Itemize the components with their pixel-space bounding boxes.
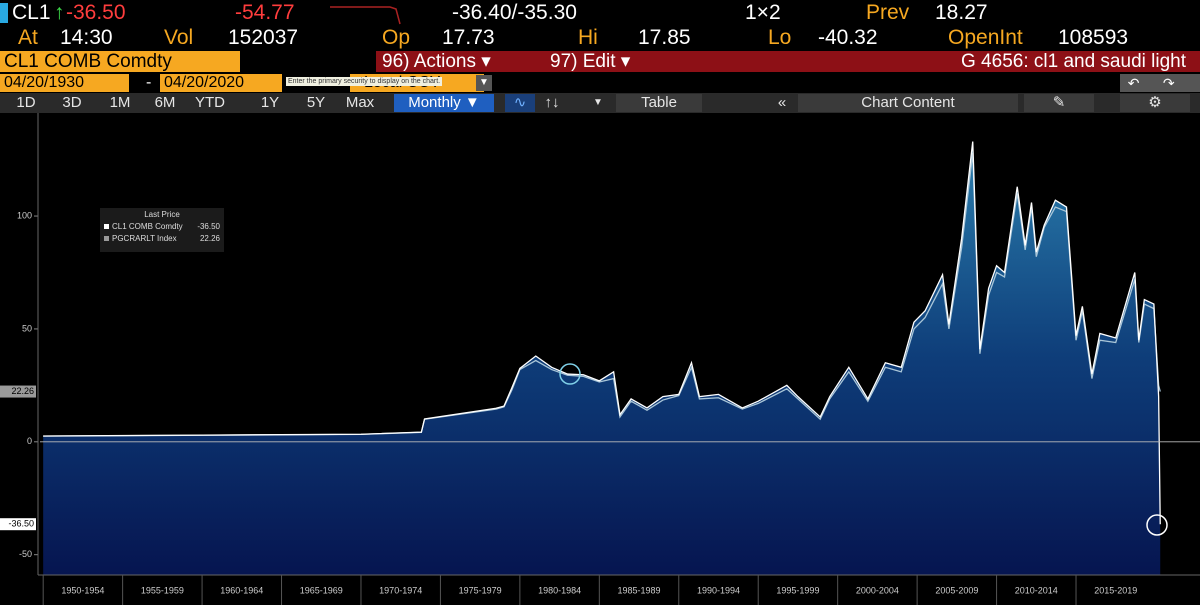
period-button[interactable]: 1D: [16, 94, 36, 111]
edit-icon[interactable]: ✎: [1024, 94, 1094, 112]
prev-value: 18.27: [935, 1, 988, 24]
period-button[interactable]: 5Y: [306, 94, 326, 111]
ticker: CL1: [12, 1, 51, 24]
x-tick-label: 1990-1994: [697, 585, 740, 595]
date-separator: -: [146, 74, 152, 91]
vol: 152037: [228, 26, 299, 49]
x-tick-label: 1960-1964: [220, 585, 263, 595]
y-tick-label: -50: [19, 549, 32, 559]
lo: -40.32: [818, 26, 878, 49]
page-title: G 4656: cl1 and saudi light: [670, 51, 1200, 72]
vol-label: Vol: [164, 26, 194, 49]
period-button[interactable]: 1Y: [260, 94, 280, 111]
last-value-label: -36.50: [8, 519, 34, 529]
candle-icon[interactable]: ↑↓: [544, 94, 560, 111]
lo-label: Lo: [768, 26, 792, 49]
legend-box: [100, 208, 224, 252]
x-tick-label: 1955-1959: [141, 585, 184, 595]
x-tick-label: 1965-1969: [300, 585, 343, 595]
end-date[interactable]: 04/20/2020: [160, 74, 282, 92]
security-field[interactable]: CL1 COMB Comdty: [0, 51, 240, 72]
op: 17.73: [442, 26, 495, 49]
at-label: At: [18, 26, 38, 49]
size: 1×2: [745, 1, 781, 24]
x-tick-label: 2000-2004: [856, 585, 899, 595]
x-tick-label: 1995-1999: [776, 585, 819, 595]
chart-content-button[interactable]: Chart Content: [798, 94, 1018, 112]
net-change: -54.77: [235, 1, 295, 24]
x-tick-label: 2005-2009: [935, 585, 978, 595]
period-button[interactable]: 1M: [109, 94, 131, 111]
period-button[interactable]: 3D: [62, 94, 82, 111]
hi-label: Hi: [578, 26, 598, 49]
legend-title: Last Price: [144, 210, 180, 219]
y-tick-label: 50: [22, 323, 32, 333]
line-chart-icon[interactable]: ∿: [505, 94, 535, 112]
openint-label: OpenInt: [948, 26, 1023, 49]
y-tick-label: 100: [17, 210, 32, 220]
actions-menu[interactable]: 96) Actions ▾: [376, 51, 522, 72]
x-tick-label: 1950-1954: [61, 585, 104, 595]
legend-name: CL1 COMB Comdty: [112, 222, 183, 231]
prev-label: Prev: [866, 1, 910, 24]
last-value-label: 22.26: [11, 386, 34, 396]
dropdown-icon[interactable]: ▼: [476, 75, 492, 91]
hi: 17.85: [638, 26, 691, 49]
op-label: Op: [382, 26, 411, 49]
legend-value: -36.50: [197, 222, 220, 231]
chart: -50 0 50 100 1950-1954 1955-1959 1960-1964 1965…: [0, 113, 1200, 605]
undo-redo[interactable]: ↶ ↷: [1120, 74, 1200, 92]
legend-swatch: [104, 224, 109, 229]
legend: Last Price CL1 COMB Comdty -36.50 PGCRARLT…: [100, 208, 224, 252]
highlight-circle: [1146, 514, 1168, 536]
sparkline: [330, 6, 401, 25]
time: 14:30: [60, 26, 113, 49]
legend-swatch: [104, 236, 109, 241]
period-button[interactable]: YTD: [195, 94, 225, 111]
frequency[interactable]: Monthly ▼: [394, 94, 494, 112]
highlight-circle: [559, 363, 581, 385]
last-value-badge: [0, 385, 36, 398]
period-button[interactable]: Max: [345, 94, 375, 111]
last-price: -36.50: [66, 1, 126, 24]
x-tick-label: 1975-1979: [459, 585, 502, 595]
table-button[interactable]: Table: [616, 94, 702, 112]
settings-icon[interactable]: ⚙: [1120, 94, 1190, 112]
legend-name: PGCRARLT Index: [112, 234, 177, 243]
area-fill: [43, 141, 1161, 575]
x-tick-label: 2015-2019: [1094, 585, 1137, 595]
period-button[interactable]: 6M: [154, 94, 176, 111]
arrow-icon: ↑: [54, 1, 65, 24]
x-tick-label: 1970-1974: [379, 585, 422, 595]
collapse-icon[interactable]: «: [777, 94, 787, 111]
x-tick-label: 1985-1989: [618, 585, 661, 595]
ticker-marker: [0, 3, 8, 23]
legend-value: 22.26: [200, 234, 221, 243]
edit-menu[interactable]: 97) Edit ▾: [522, 51, 690, 72]
start-date[interactable]: 04/20/1930: [0, 74, 129, 92]
tooltip: Enter the primary security to display on…: [286, 77, 443, 86]
openint: 108593: [1058, 26, 1129, 49]
bid-ask: -36.40/-35.30: [452, 1, 577, 24]
last-value-badge: [0, 518, 36, 531]
series-line: [43, 141, 1161, 525]
x-tick-label: 2010-2014: [1015, 585, 1058, 595]
y-tick-label: 0: [27, 436, 32, 446]
series-line: [43, 152, 1161, 437]
x-tick-label: 1980-1984: [538, 585, 581, 595]
chart-type-dropdown[interactable]: ▼: [593, 97, 603, 108]
